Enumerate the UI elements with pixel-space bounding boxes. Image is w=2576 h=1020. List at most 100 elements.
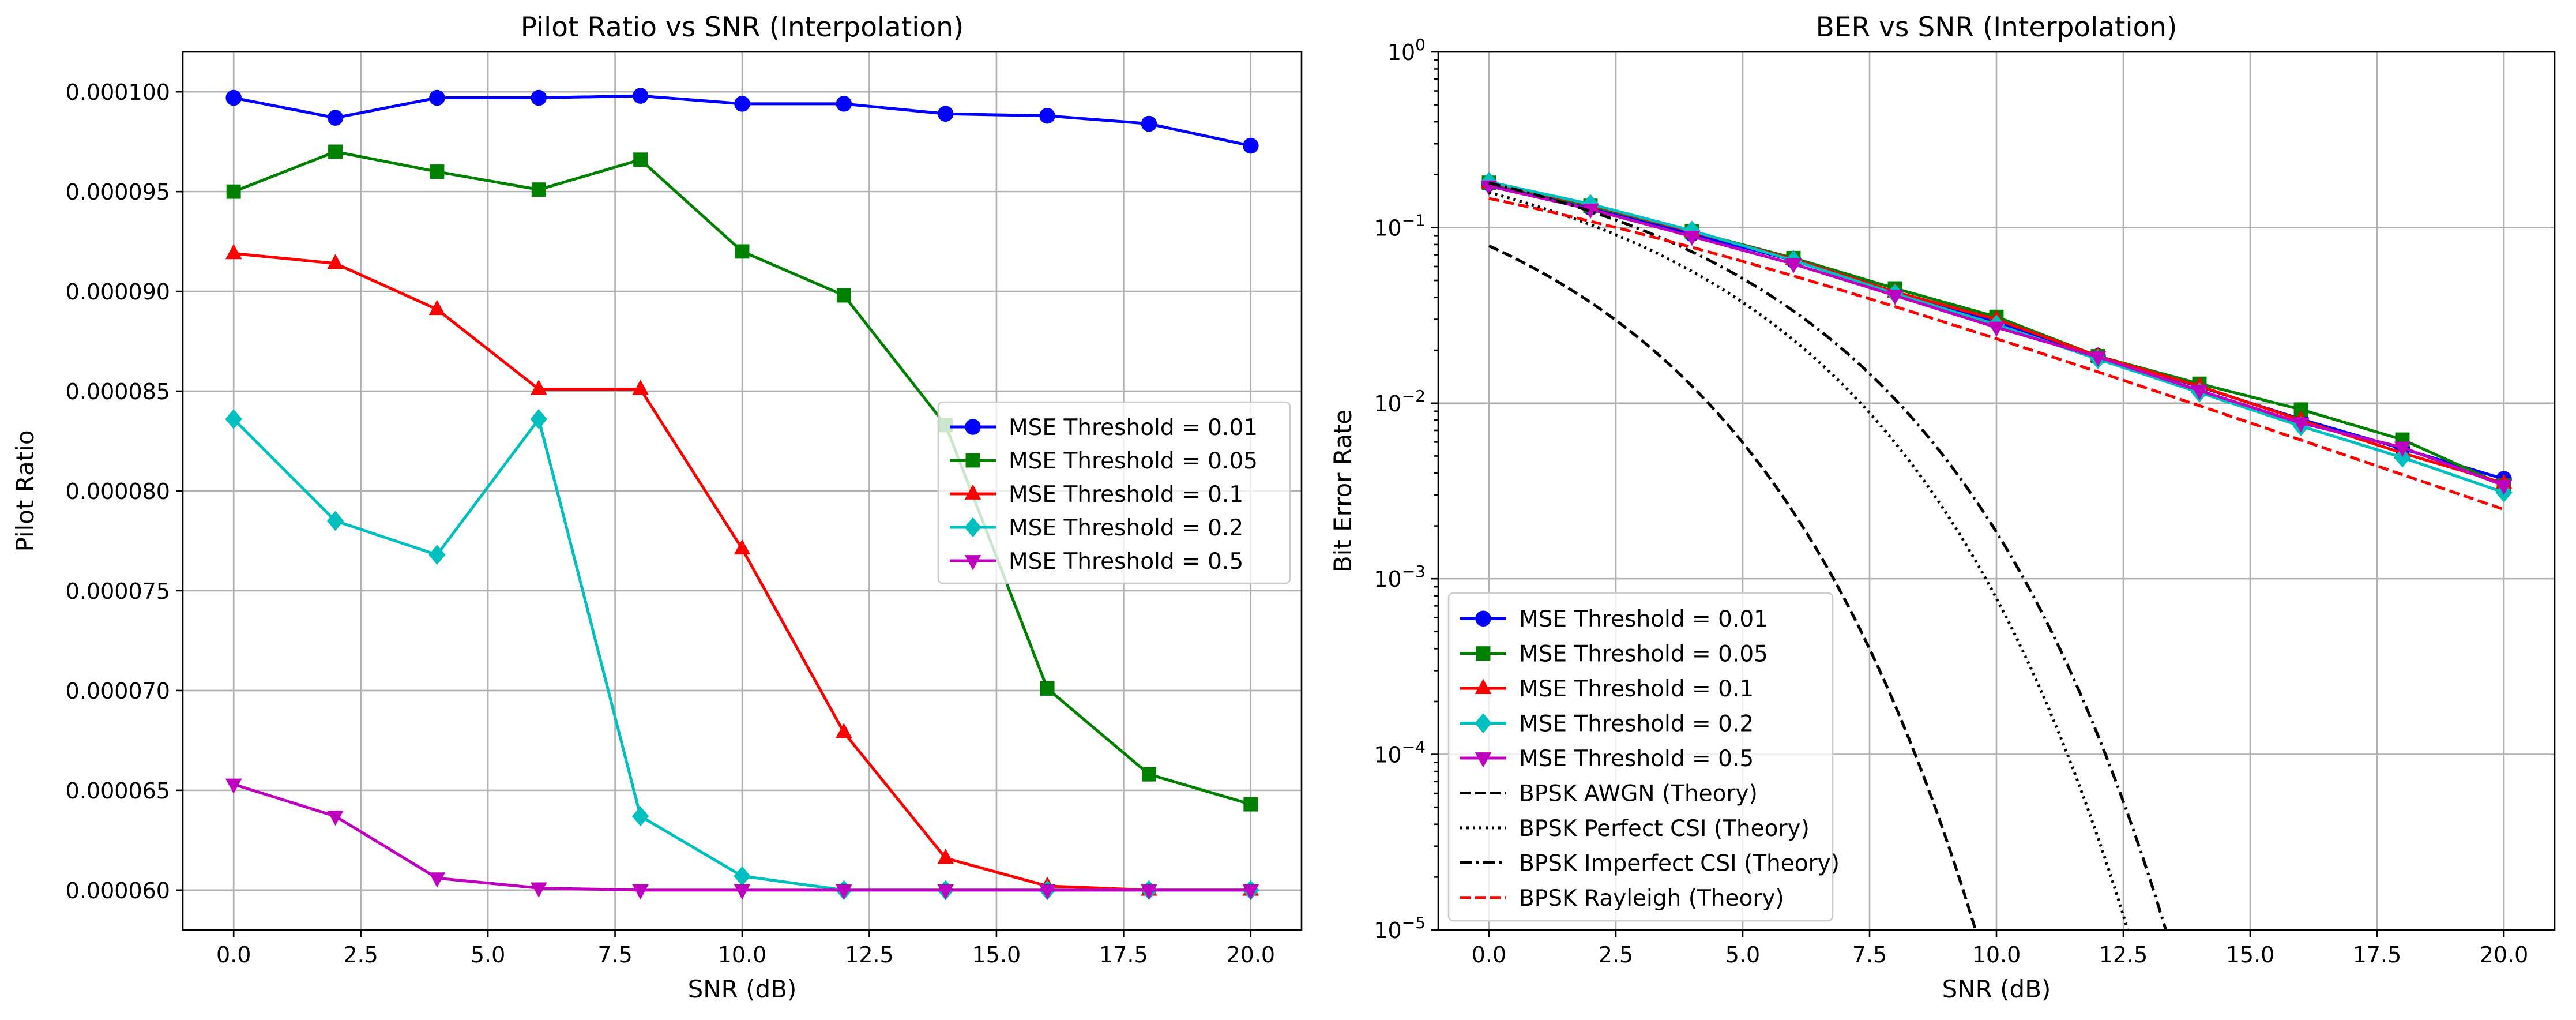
legend-marker: [964, 484, 981, 500]
data-point: [327, 810, 344, 826]
legend-item: BPSK Rayleigh (Theory): [1460, 886, 1784, 912]
ticks: 0.0 2.5 5.0 7.5 10.0 12.5 15.0 17.5 20.0 0.000060…: [66, 80, 1275, 967]
y-tick-label: 0.000075: [66, 579, 170, 604]
legend-marker: [1475, 678, 1492, 694]
legend-box: [937, 401, 1291, 584]
y-tick-label: 0.000070: [66, 678, 170, 704]
legend-item: MSE Threshold = 0.01: [1460, 606, 1768, 632]
data-point: [937, 848, 954, 864]
legend-marker: [1476, 646, 1491, 661]
legend-item: MSE Threshold = 0.1: [1460, 676, 1754, 702]
y-tick-label: 100: [1387, 35, 1426, 65]
series-layer: [1480, 171, 2513, 930]
legend-label: MSE Threshold = 0.01: [1519, 606, 1768, 632]
data-point: [1142, 767, 1156, 782]
legend-marker: [964, 555, 981, 571]
legend-label: BPSK AWGN (Theory): [1519, 781, 1758, 807]
x-tick-label: 20.0: [1227, 942, 1276, 967]
legend-label: MSE Threshold = 0.1: [1009, 482, 1243, 508]
data-point: [2292, 417, 2310, 433]
data-point: [734, 96, 750, 112]
x-tick-label: 2.5: [343, 942, 378, 967]
x-tick-label: 15.0: [972, 942, 1021, 967]
legend-item: MSE Threshold = 0.2: [950, 515, 1243, 541]
data-point: [836, 884, 852, 900]
x-tick-label: 12.5: [2099, 942, 2148, 967]
x-tick-label: 10.0: [718, 942, 767, 967]
data-point: [937, 106, 954, 122]
data-point: [530, 409, 547, 429]
data-point: [1141, 115, 1157, 132]
data-point: [225, 89, 242, 106]
series: [226, 144, 1258, 812]
x-tick-label: 5.0: [1725, 942, 1760, 967]
legend-label: MSE Threshold = 0.5: [1009, 549, 1243, 575]
legend-label: BPSK Perfect CSI (Theory): [1519, 816, 1810, 842]
data-point: [225, 243, 242, 260]
pilot-ratio-chart: Pilot Ratio vs SNR (Interpolation) 0.0 2.…: [11, 12, 1303, 1003]
x-tick-label: 10.0: [1972, 942, 2021, 967]
data-point: [836, 288, 851, 303]
data-point: [2089, 351, 2107, 367]
data-point: [531, 882, 547, 898]
series: [1480, 180, 2513, 495]
data-point: [225, 778, 242, 794]
legend-item: BPSK Imperfect CSI (Theory): [1460, 850, 1840, 876]
legend-marker: [965, 453, 980, 468]
x-tick-label: 15.0: [2226, 942, 2275, 967]
data-point: [226, 184, 241, 199]
legend-item: MSE Threshold = 0.5: [950, 549, 1243, 575]
legend-marker: [965, 419, 981, 435]
data-point: [430, 164, 445, 179]
chart-title: BER vs SNR (Interpolation): [1816, 12, 2178, 43]
y-tick-label: 0.000085: [66, 379, 170, 404]
x-tick-label: 17.5: [2353, 942, 2402, 967]
y-tick-label: 0.000090: [66, 279, 170, 305]
legend-marker: [1475, 610, 1491, 627]
series: [225, 88, 1259, 154]
y-axis-label: Bit Error Rate: [1329, 410, 1357, 572]
data-point: [327, 110, 344, 126]
series: [225, 778, 1259, 900]
data-point: [1040, 681, 1055, 696]
data-point: [836, 723, 852, 738]
x-tick-label: 20.0: [2480, 942, 2529, 967]
data-point: [531, 182, 546, 197]
data-point: [428, 299, 446, 316]
x-axis-label: SNR (dB): [1942, 975, 2051, 1003]
data-point: [632, 884, 649, 900]
x-tick-label: 2.5: [1599, 942, 1633, 967]
data-point: [734, 539, 751, 555]
legend: MSE Threshold = 0.01 MSE Threshold = 0.05…: [937, 401, 1291, 584]
data-point: [1039, 884, 1056, 900]
x-tick-label: 7.5: [1852, 942, 1887, 967]
series: [1488, 191, 2130, 930]
legend-label: MSE Threshold = 0.01: [1009, 415, 1258, 441]
series-line: [1488, 181, 2168, 930]
data-point: [1242, 884, 1259, 900]
x-axis-label: SNR (dB): [688, 975, 797, 1003]
series-line: [1488, 244, 1977, 930]
data-point: [428, 545, 446, 565]
data-point: [1886, 290, 1904, 305]
data-point: [327, 254, 344, 269]
series: [1488, 181, 2168, 930]
legend-marker: [1475, 713, 1492, 733]
series-layer: [225, 88, 1259, 901]
y-tick-label: 10−4: [1374, 738, 1426, 768]
data-point: [1243, 797, 1258, 812]
data-point: [428, 872, 446, 888]
ticks: 0.0 2.5 5.0 7.5 10.0 12.5 15.0 17.5 20.0 10−5 10−4…: [1374, 35, 2528, 967]
data-point: [1683, 230, 1701, 246]
data-point: [1039, 107, 1055, 124]
data-point: [1988, 321, 2005, 337]
data-point: [1141, 884, 1157, 900]
legend-label: MSE Threshold = 0.05: [1519, 642, 1768, 667]
data-point: [937, 884, 954, 900]
data-point: [2394, 447, 2411, 468]
legend-item: MSE Threshold = 0.05: [1460, 642, 1768, 667]
y-tick-label: 0.000060: [66, 878, 170, 903]
legend-item: MSE Threshold = 0.5: [1460, 746, 1754, 772]
legend: MSE Threshold = 0.01 MSE Threshold = 0.05…: [1447, 592, 1840, 922]
